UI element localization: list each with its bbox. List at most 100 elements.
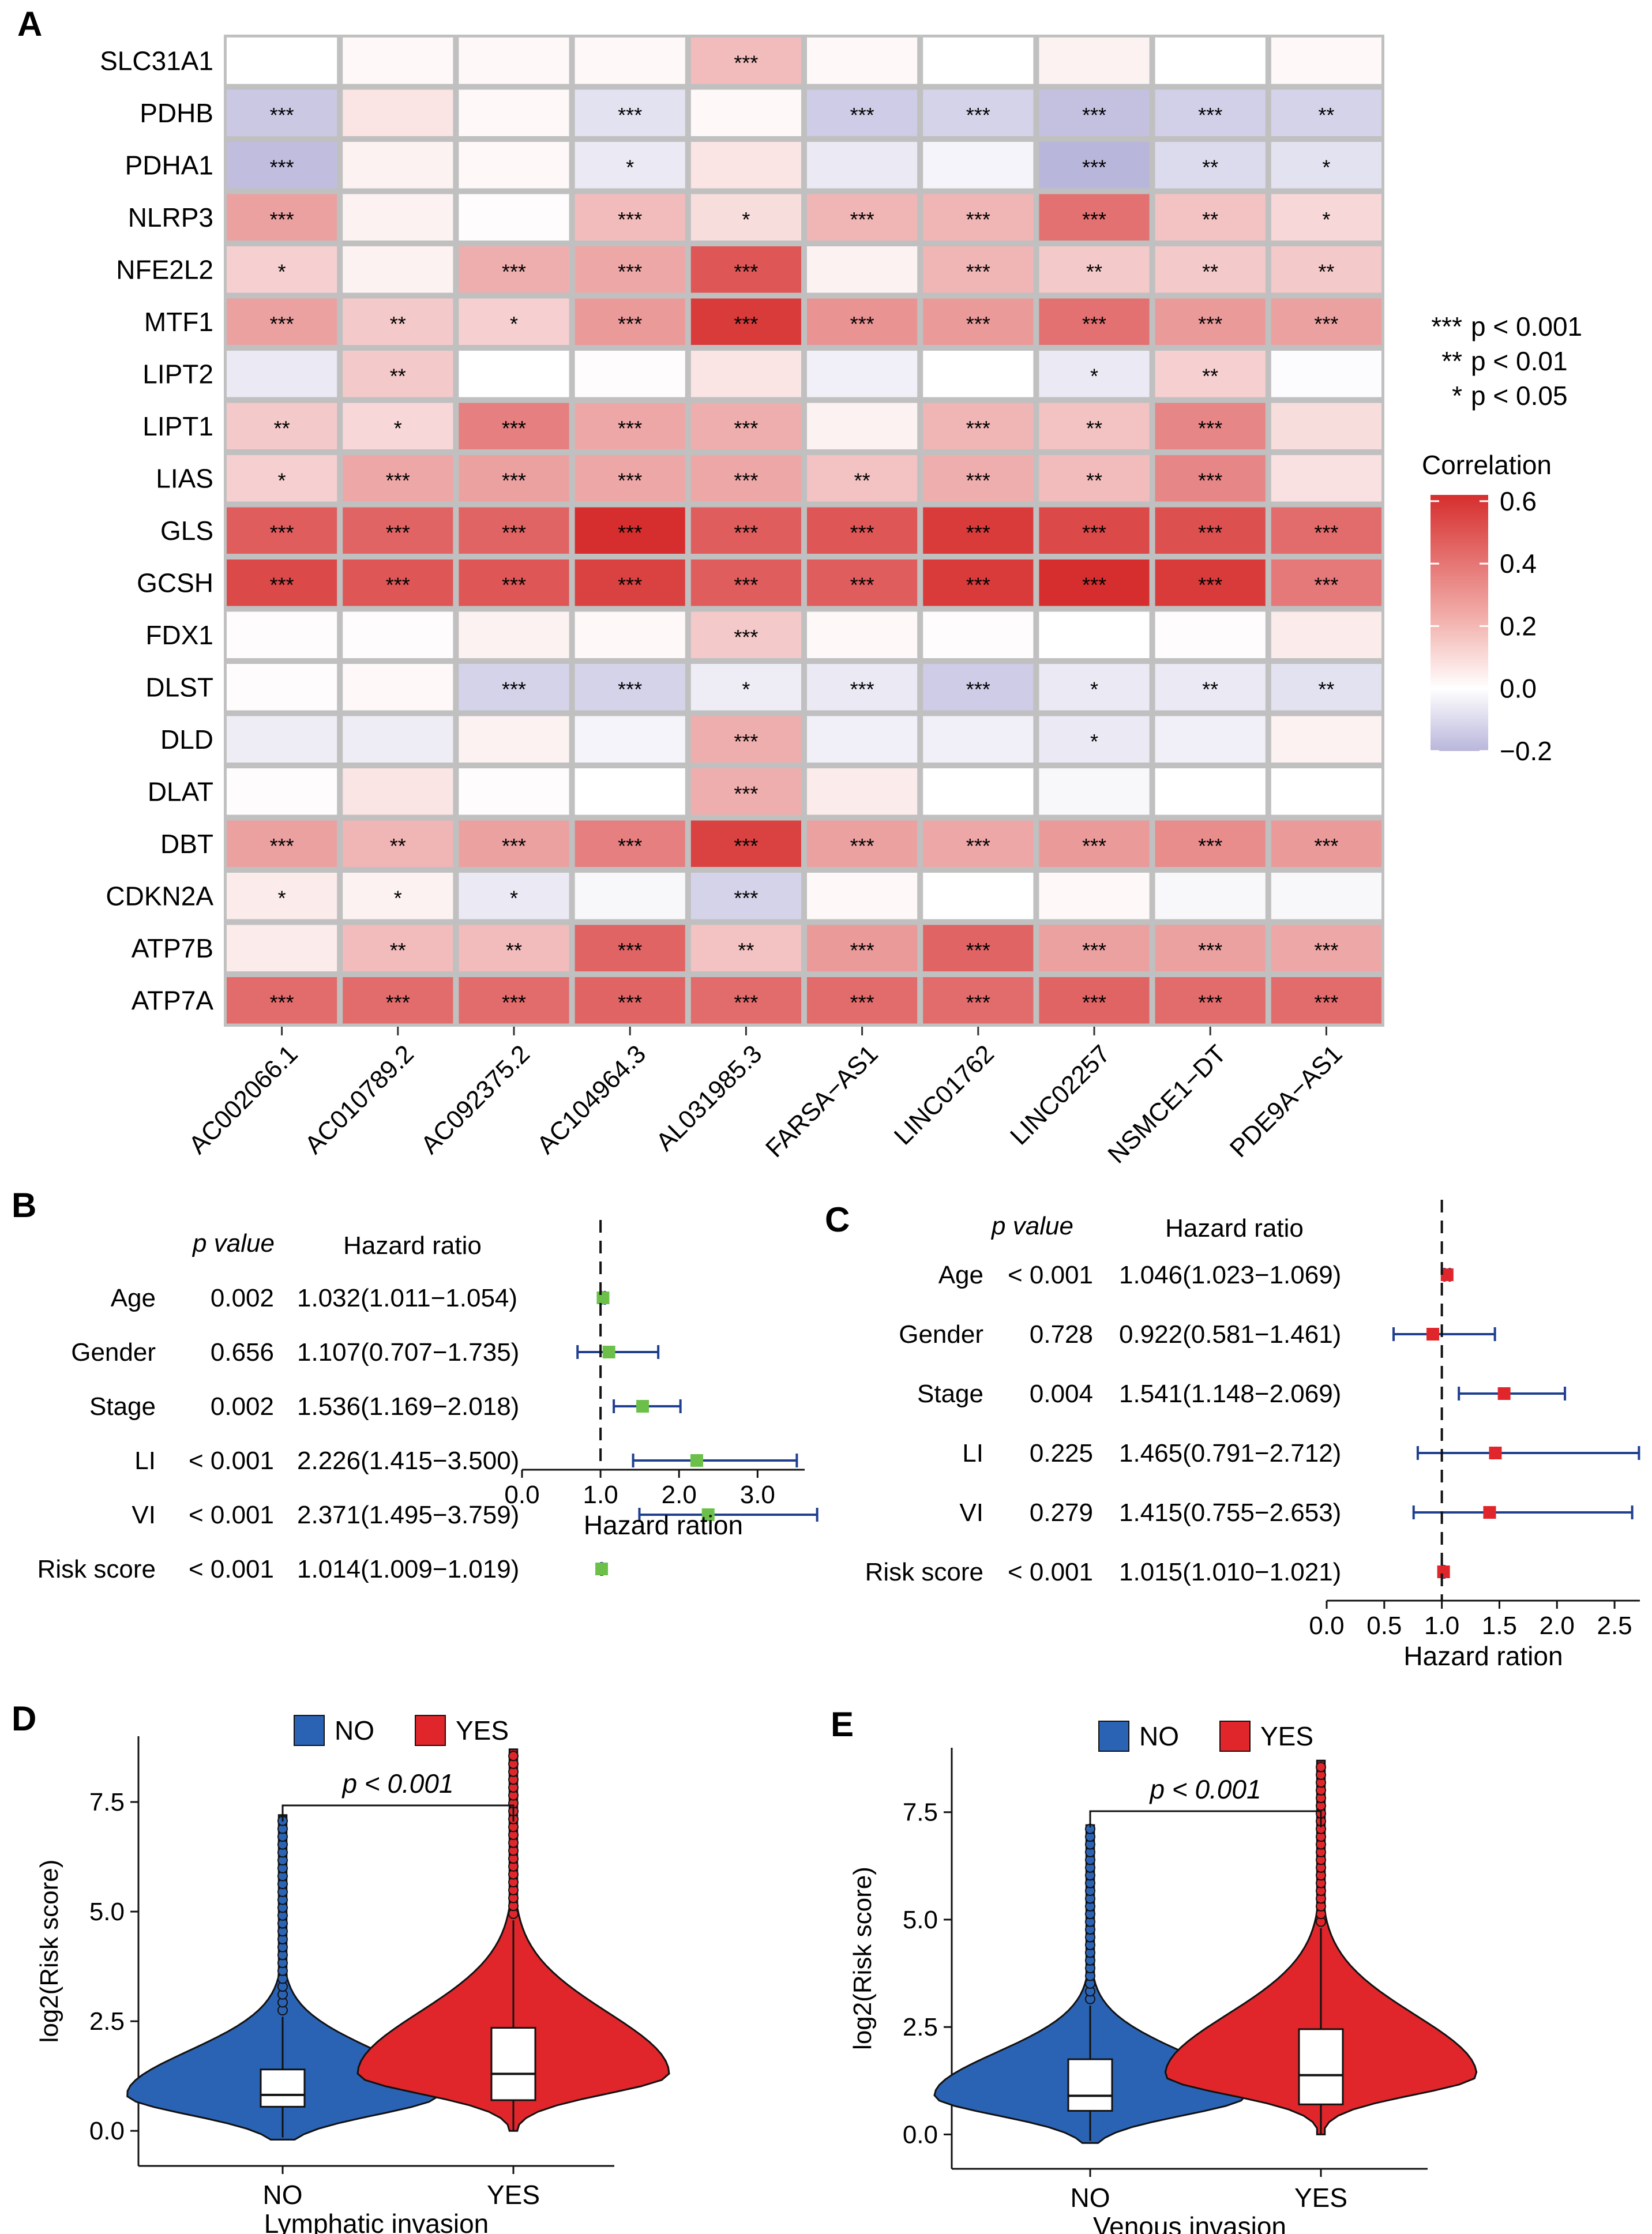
row-label: NLRP3 (128, 202, 213, 232)
heatmap-cell (1271, 611, 1381, 658)
x-axis-label: Hazard ration (1403, 1641, 1563, 1671)
significance-mark: ** (738, 938, 754, 962)
heatmap-cell (343, 194, 453, 241)
significance-mark: *** (966, 677, 990, 701)
sig-legend-stars: ** (1441, 346, 1462, 376)
significance-mark: *** (1314, 521, 1338, 545)
heatmap-cell (1271, 925, 1381, 971)
legend-swatch (415, 1715, 446, 1746)
heatmap-cell (575, 507, 685, 554)
x-tick-label: YES (487, 2180, 540, 2210)
significance-mark: *** (1082, 521, 1106, 545)
heatmap-cell (343, 351, 453, 397)
column-label: AC002066.1 (183, 1039, 303, 1159)
significance-mark: ** (390, 834, 406, 858)
heatmap-cell (575, 820, 685, 867)
significance-mark: *** (850, 990, 874, 1014)
heatmap-cell (1155, 716, 1266, 763)
row-label: LIAS (156, 463, 213, 493)
heatmap-cell (1039, 246, 1150, 293)
x-tick-label: 3.0 (740, 1481, 775, 1509)
heatmap-cell (575, 768, 685, 815)
x-tick-label: NO (263, 2180, 303, 2210)
heatmap-cell (459, 37, 569, 84)
significance-mark: *** (734, 468, 758, 492)
heatmap-cell (807, 194, 918, 241)
forest-p-value: < 0.001 (1008, 1261, 1093, 1289)
hr-marker (1497, 1387, 1511, 1400)
forest-row-label: Age (938, 1261, 983, 1289)
heatmap-cell (1155, 664, 1266, 711)
heatmap-cell (1039, 977, 1150, 1024)
heatmap-cell (1039, 403, 1150, 449)
row-label: DLST (145, 672, 213, 702)
colorbar-tick-label: 0.2 (1500, 611, 1537, 641)
heatmap-cell (343, 820, 453, 867)
heatmap-cell (807, 611, 918, 658)
x-tick-label: YES (1294, 2183, 1347, 2213)
header-p-value: p value (990, 1212, 1073, 1240)
heatmap-cell (1155, 873, 1266, 919)
significance-mark: *** (1198, 103, 1222, 127)
heatmap-cell (1039, 873, 1150, 919)
heatmap-cell (923, 142, 1034, 189)
significance-mark: *** (502, 521, 526, 545)
forest-row-label: VI (132, 1501, 156, 1529)
significance-mark: *** (618, 521, 642, 545)
heatmap-cell (343, 455, 453, 502)
heatmap-cell (923, 37, 1034, 84)
row-label: ATP7A (132, 985, 214, 1015)
significance-mark: *** (386, 521, 410, 545)
significance-mark: * (510, 312, 518, 336)
heatmap-cell (807, 142, 918, 189)
significance-mark: *** (850, 103, 874, 127)
significance-mark: ** (1318, 677, 1334, 701)
significance-mark: * (394, 416, 402, 440)
significance-mark: *** (1198, 834, 1222, 858)
hr-marker (1489, 1447, 1502, 1459)
significance-mark: *** (1314, 312, 1338, 336)
significance-mark: *** (966, 312, 990, 336)
y-axis-label: log2(Risk score) (35, 1860, 63, 2043)
forest-p-value: 0.002 (211, 1284, 274, 1312)
heatmap-cell (459, 820, 569, 867)
panel-label-d: D (12, 1699, 36, 1738)
heatmap-cell (923, 873, 1034, 919)
heatmap-cell (807, 37, 918, 84)
significance-mark: ** (390, 312, 406, 336)
significance-mark: *** (618, 103, 642, 127)
heatmap-cell (1271, 716, 1381, 763)
significance-mark: *** (850, 677, 874, 701)
heatmap-cell (807, 820, 918, 867)
heatmap-cell (923, 977, 1034, 1024)
significance-mark: *** (966, 521, 990, 545)
heatmap-cell (575, 716, 685, 763)
row-label: ATP7B (132, 933, 213, 963)
significance-mark: *** (966, 938, 990, 962)
heatmap-cell (1039, 89, 1150, 136)
heatmap-cell (343, 925, 453, 971)
box (260, 2068, 306, 2108)
significance-mark: *** (966, 208, 990, 231)
x-tick-label: NO (1071, 2183, 1110, 2213)
heatmap-cell (1155, 142, 1266, 189)
heatmap-cell (1271, 89, 1381, 136)
panel-label-c: C (825, 1200, 850, 1239)
significance-mark: ** (1318, 103, 1334, 127)
significance-mark: *** (850, 938, 874, 962)
heatmap-cell (459, 768, 569, 815)
significance-mark: *** (1314, 938, 1338, 962)
heatmap-cell (459, 298, 569, 345)
significance-mark: *** (1082, 573, 1106, 596)
heatmap-cell (343, 873, 453, 919)
significance-mark: *** (502, 260, 526, 283)
heatmap-cell (690, 716, 801, 763)
column-label: LINC01762 (889, 1039, 1000, 1150)
heatmap-cell (1039, 298, 1150, 345)
heatmap-cell (1271, 246, 1381, 293)
heatmap-cell (923, 403, 1034, 449)
heatmap-cell (1155, 507, 1266, 554)
row-label: GCSH (137, 568, 213, 598)
header-p-value: p value (192, 1229, 275, 1257)
significance-mark: *** (386, 573, 410, 596)
